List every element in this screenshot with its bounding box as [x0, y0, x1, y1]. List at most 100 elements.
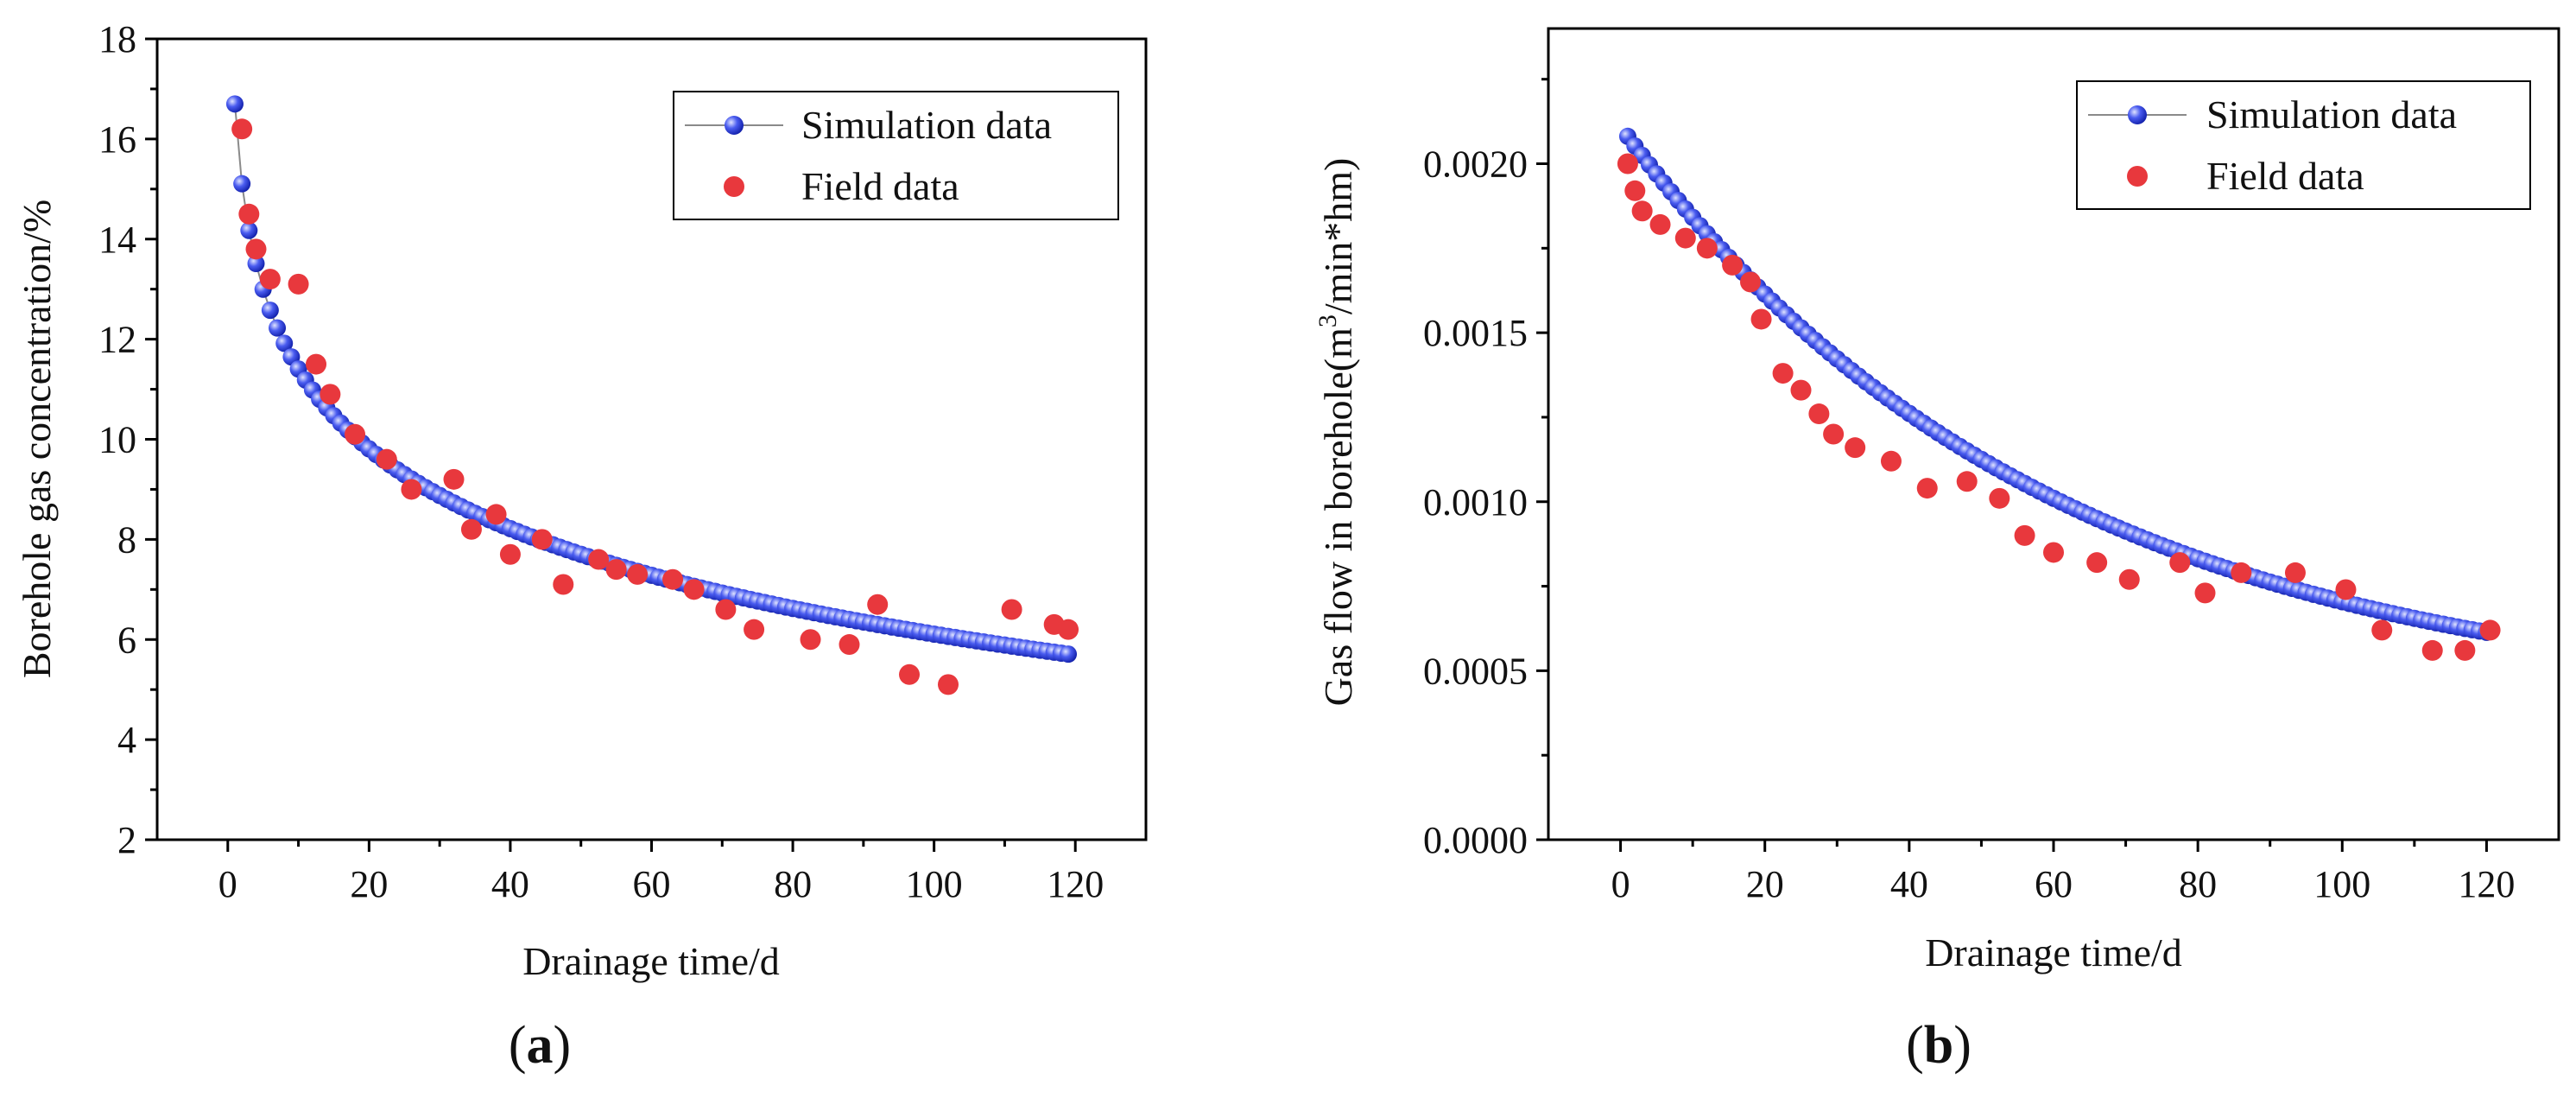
panel-b-legend-sim-label: Simulation data	[2206, 92, 2457, 136]
a-y-tick-label: 12	[98, 319, 136, 361]
a-y-tick-label: 14	[98, 219, 136, 261]
a-field-point	[288, 273, 309, 295]
panel-a-legend-sim-marker	[725, 116, 744, 135]
b-field-point	[1956, 471, 1978, 492]
a-field-point	[376, 448, 397, 470]
b-field-point	[2118, 568, 2140, 590]
a-field-point	[938, 674, 959, 695]
b-field-point	[2014, 524, 2035, 546]
a-x-tick-label: 60	[633, 863, 671, 905]
panel-b-y-axis-label: Gas flow in borehole(m3/min*hm)	[1313, 158, 1360, 707]
panel-a-y-tick-labels: 2 4 6 8 10 12 14 16 18	[98, 18, 136, 861]
panel-b-chart: 0 20 40 60 80 100 120 0.0000 0.0005 0.0010 0.0015…	[1313, 27, 2560, 1075]
a-field-point	[238, 203, 260, 225]
panel-b-x-axis-label: Drainage time/d	[1925, 930, 2182, 975]
b-field-point	[1880, 450, 1902, 472]
b-x-tick-label: 40	[1890, 863, 1928, 905]
panel-b-caption: (b)	[1906, 1016, 1972, 1075]
a-x-tick-label: 100	[906, 863, 963, 905]
panel-a-legend-sim-label: Simulation data	[801, 103, 1052, 147]
b-x-tick-label: 100	[2313, 863, 2370, 905]
a-simulation-point	[233, 175, 251, 193]
a-field-point	[345, 423, 365, 445]
b-x-tick-label: 80	[2179, 863, 2217, 905]
panel-b-caption-letter: b	[1924, 1016, 1953, 1075]
panel-b-legend-sim-marker	[2128, 105, 2147, 124]
a-field-point	[605, 559, 627, 581]
panel-a-caption-letter: a	[527, 1016, 554, 1075]
a-field-point	[839, 634, 860, 656]
panel-a-ticks	[145, 37, 1077, 852]
panel-b-legend-field-marker	[2127, 166, 2148, 187]
b-x-tick-label: 120	[2458, 863, 2515, 905]
b-field-point	[2421, 639, 2443, 661]
b-field-point	[2169, 552, 2191, 574]
a-field-point	[715, 599, 737, 620]
a-field-point	[662, 568, 684, 590]
a-simulation-point	[269, 319, 287, 337]
a-x-tick-label: 0	[218, 863, 237, 905]
b-field-point	[1989, 487, 2010, 509]
panel-a-legend-field-label: Field data	[801, 164, 959, 208]
a-y-tick-label: 16	[98, 118, 136, 161]
a-simulation-point	[247, 255, 265, 273]
panel-b-y-axis-label-superscript: 3	[1313, 314, 1342, 327]
a-simulation-point	[240, 221, 258, 239]
a-field-point	[627, 563, 649, 585]
b-y-tick-label: 0.0010	[1423, 481, 1528, 524]
b-field-point	[1631, 200, 1653, 222]
b-y-tick-label: 0.0005	[1423, 650, 1528, 692]
b-field-point	[1772, 363, 1794, 384]
a-simulation-point	[1060, 645, 1078, 663]
a-y-tick-label: 10	[98, 419, 136, 461]
b-field-point	[1750, 308, 1772, 330]
a-field-point	[306, 353, 327, 375]
b-y-tick-label: 0.0015	[1423, 312, 1528, 354]
a-field-point	[867, 594, 889, 615]
a-x-tick-label: 40	[491, 863, 529, 905]
b-field-point	[1617, 153, 1638, 175]
a-field-point	[401, 479, 422, 500]
b-field-point	[2371, 619, 2393, 641]
b-y-tick-label: 0.0000	[1423, 819, 1528, 861]
a-y-tick-label: 18	[98, 18, 136, 60]
b-field-point	[1823, 423, 1845, 445]
a-field-point	[1001, 599, 1022, 620]
a-field-point	[588, 549, 610, 570]
panel-b-ticks	[1536, 78, 2488, 852]
b-x-tick-label: 20	[1746, 863, 1784, 905]
b-field-point	[2231, 562, 2252, 583]
b-field-point	[1790, 379, 1812, 401]
b-field-point	[2086, 552, 2108, 574]
b-x-tick-label: 60	[2035, 863, 2073, 905]
a-y-tick-label: 6	[117, 619, 136, 661]
panel-a-y-axis-label: Borehole gas concentration/%	[15, 200, 59, 678]
panel-a-legend: Simulation data Field data	[673, 91, 1119, 220]
a-x-tick-label: 120	[1047, 863, 1104, 905]
panel-a-x-axis-label: Drainage time/d	[522, 939, 780, 983]
b-field-point	[1722, 254, 1744, 276]
panel-a-legend-field-marker	[724, 176, 744, 197]
b-field-point	[1696, 238, 1718, 259]
b-field-point	[2043, 542, 2064, 563]
b-field-point	[1740, 271, 1761, 293]
b-field-point	[2284, 562, 2306, 583]
panel-a-legend-box	[673, 91, 1119, 220]
a-y-tick-label: 8	[117, 518, 136, 561]
panel-b-x-tick-labels: 0 20 40 60 80 100 120	[1611, 863, 2516, 905]
panel-a-x-tick-labels: 0 20 40 60 80 100 120	[218, 863, 1104, 905]
a-field-point	[744, 619, 765, 640]
b-field-point	[2194, 582, 2216, 604]
b-x-tick-label: 0	[1611, 863, 1630, 905]
a-simulation-point	[275, 334, 294, 352]
panel-b-legend-field-label: Field data	[2206, 154, 2364, 198]
a-field-point	[683, 579, 705, 600]
panel-a-field-series	[231, 118, 1079, 695]
a-simulation-point	[261, 302, 279, 320]
b-field-point	[1624, 180, 1646, 201]
a-field-point	[320, 384, 341, 405]
b-field-point	[2335, 579, 2357, 600]
a-field-point	[1058, 619, 1079, 640]
a-field-point	[259, 269, 281, 290]
panel-b-y-tick-labels: 0.0000 0.0005 0.0010 0.0015 0.0020	[1423, 143, 1528, 862]
